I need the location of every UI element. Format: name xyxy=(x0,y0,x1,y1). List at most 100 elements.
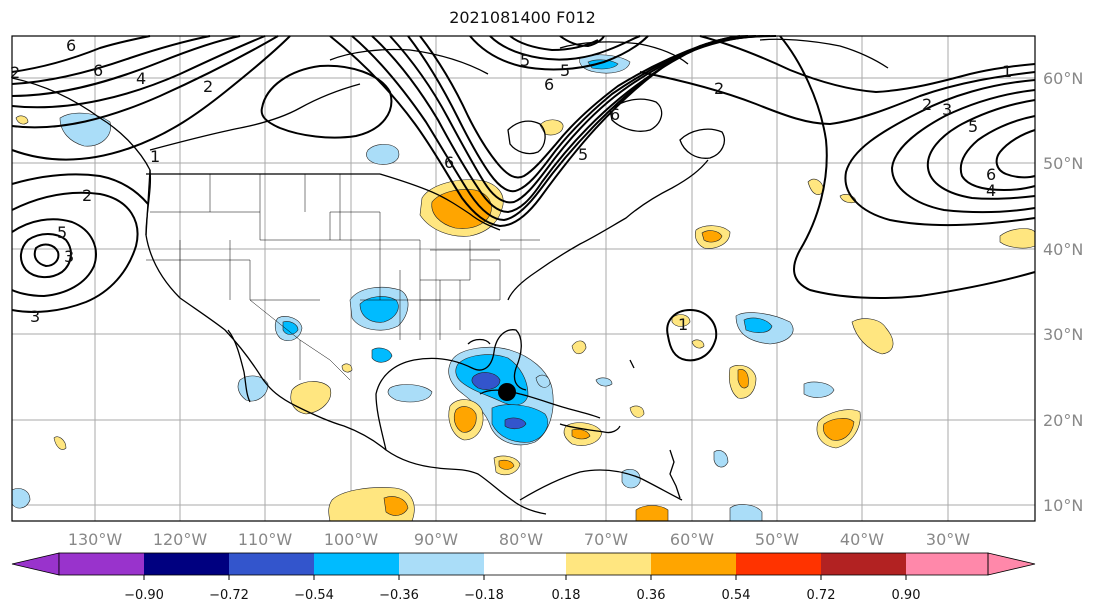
contour-label: 5 xyxy=(560,61,570,80)
anomaly-positive-patch xyxy=(290,381,332,415)
lat-tick-labels: 60°N 50°N 40°N 30°N 20°N 10°N xyxy=(1043,69,1083,515)
colorbar-tick-label: 0.36 xyxy=(637,588,666,603)
contour-labels: 6 6 4 2 2 1 2 5 3 3 6 5 5 6 6 5 2 1 2 3 … xyxy=(10,36,1012,334)
contour-label: 2 xyxy=(82,186,92,205)
contour-label: 4 xyxy=(136,69,146,88)
anomaly-negative-patch xyxy=(587,59,619,70)
colorbar-tick-label: −0.72 xyxy=(209,588,249,603)
contour-label: 2 xyxy=(10,63,20,82)
colorbar-segment xyxy=(736,553,821,575)
contour-label: 6 xyxy=(66,36,76,55)
anomaly-negative-patch xyxy=(59,112,111,147)
colorbar-tick-label: 0.90 xyxy=(892,588,921,603)
lon-tick-label: 60°W xyxy=(670,530,714,549)
lon-tick-label: 40°W xyxy=(840,530,884,549)
colorbar-tick-label: 0.54 xyxy=(722,588,751,603)
lon-tick-labels: 130°W 120°W 110°W 100°W 90°W 80°W 70°W 6… xyxy=(68,530,970,549)
contour-label: 6 xyxy=(610,105,620,124)
anomaly-positive-patch xyxy=(851,318,894,355)
anomaly-positive-patch xyxy=(571,340,587,355)
contour-label: 4 xyxy=(986,181,996,200)
lon-tick-label: 30°W xyxy=(926,530,970,549)
anomaly-negative-patch xyxy=(803,381,835,398)
anomaly-positive-patch xyxy=(15,115,29,125)
contour-label: 3 xyxy=(64,247,74,266)
contour-label: 3 xyxy=(30,307,40,326)
colorbar-tick-label: 0.18 xyxy=(552,588,581,603)
anomaly-negative-patch xyxy=(713,450,729,468)
anomaly-positive-patch xyxy=(629,405,645,418)
colorbar-segment xyxy=(566,553,651,575)
colorbar-tick-label: −0.90 xyxy=(124,588,164,603)
storm-center-marker xyxy=(498,383,516,401)
state-borders xyxy=(146,174,540,381)
colorbar-extend-low xyxy=(11,552,60,576)
anomaly-negative-patch xyxy=(504,417,527,430)
contour-label: 1 xyxy=(678,315,688,334)
contour-label: 1 xyxy=(150,147,160,166)
lat-tick-label: 10°N xyxy=(1043,496,1083,515)
anomaly-positive-patch xyxy=(383,496,409,516)
lat-tick-label: 60°N xyxy=(1043,69,1083,88)
contour-label: 2 xyxy=(203,77,213,96)
anomaly-positive-patch xyxy=(571,428,591,440)
anomaly-positive-patch xyxy=(341,363,353,373)
colorbar-segment xyxy=(59,553,144,575)
colorbar-segment xyxy=(484,553,566,575)
lat-tick-label: 20°N xyxy=(1043,411,1083,430)
contour-label: 6 xyxy=(93,61,103,80)
anomaly-negative-patch xyxy=(471,372,501,390)
contour-label: 1 xyxy=(1002,62,1012,81)
anomaly-negative-patch xyxy=(387,384,433,403)
contour-label: 2 xyxy=(714,79,724,98)
lat-tick-label: 30°N xyxy=(1043,325,1083,344)
colorbar-segment xyxy=(229,553,314,575)
lon-tick-label: 100°W xyxy=(324,530,379,549)
lon-tick-label: 90°W xyxy=(414,530,458,549)
lon-tick-label: 130°W xyxy=(68,530,123,549)
anomaly-negative-patch xyxy=(535,374,551,388)
colorbar-segment xyxy=(906,553,988,575)
colorbar-segment xyxy=(651,553,736,575)
contour-label: 6 xyxy=(986,165,996,184)
lon-tick-label: 120°W xyxy=(153,530,208,549)
lon-tick-label: 110°W xyxy=(238,530,293,549)
colorbar-tick-label: −0.36 xyxy=(379,588,419,603)
lat-tick-label: 40°N xyxy=(1043,240,1083,259)
lon-tick-label: 50°W xyxy=(755,530,799,549)
contour-label: 5 xyxy=(578,145,588,164)
colorbar-segment xyxy=(314,553,399,575)
lon-tick-label: 70°W xyxy=(584,530,628,549)
colorbar-segment xyxy=(399,553,484,575)
colorbar-tick-label: −0.18 xyxy=(464,588,504,603)
contour-label: 5 xyxy=(520,51,530,70)
anomaly-negative-patch xyxy=(371,347,393,363)
anomaly-negative-patch xyxy=(366,144,400,165)
anomaly-positive-patch xyxy=(53,436,67,450)
anomaly-negative-patch xyxy=(11,488,31,509)
colorbar-segment xyxy=(144,553,229,575)
map-title: 2021081400 F012 xyxy=(449,8,596,27)
colorbar-tick-label: −0.54 xyxy=(294,588,334,603)
contour-label: 5 xyxy=(57,223,67,242)
anomaly-negative-patch xyxy=(359,296,399,323)
anomaly-positive-patch xyxy=(671,314,691,327)
anomaly-negative-patch xyxy=(595,377,613,387)
anomaly-positive-patch xyxy=(822,418,855,441)
anomaly-negative-patch xyxy=(743,317,773,333)
contour-label: 5 xyxy=(968,117,978,136)
colorbar: −0.90 −0.72 −0.54 −0.36 −0.18 0.18 0.36 … xyxy=(11,552,1036,603)
anomaly-negative-patch xyxy=(282,321,299,335)
anomaly-positive-patch xyxy=(539,119,564,136)
contour-label: 6 xyxy=(544,75,554,94)
anomaly-positive-patch xyxy=(498,459,515,470)
contour-label: 6 xyxy=(444,153,454,172)
anomaly-positive-patch xyxy=(701,230,723,243)
anomaly-positive-patch xyxy=(691,339,705,349)
contours xyxy=(11,35,1036,362)
lon-tick-label: 80°W xyxy=(499,530,543,549)
map-frame xyxy=(11,35,1036,522)
anomaly-negative-patch xyxy=(729,504,763,522)
anomaly-positive-patch xyxy=(453,406,477,433)
